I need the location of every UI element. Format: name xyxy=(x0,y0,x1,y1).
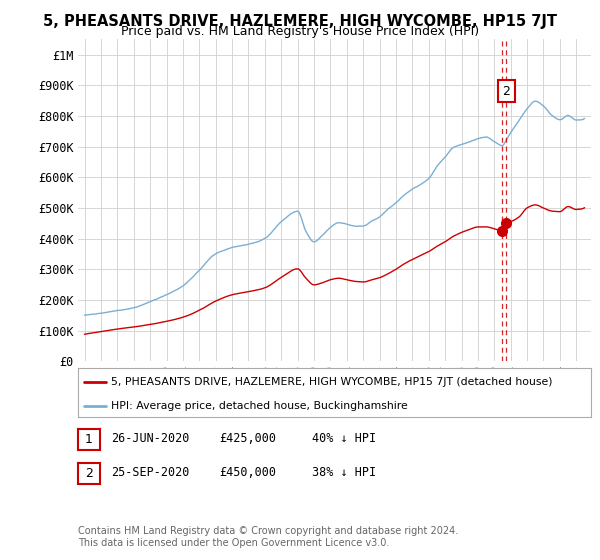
Text: 5, PHEASANTS DRIVE, HAZLEMERE, HIGH WYCOMBE, HP15 7JT: 5, PHEASANTS DRIVE, HAZLEMERE, HIGH WYCO… xyxy=(43,14,557,29)
Text: 5, PHEASANTS DRIVE, HAZLEMERE, HIGH WYCOMBE, HP15 7JT (detached house): 5, PHEASANTS DRIVE, HAZLEMERE, HIGH WYCO… xyxy=(112,377,553,387)
Text: 38% ↓ HPI: 38% ↓ HPI xyxy=(312,465,376,479)
Text: Price paid vs. HM Land Registry's House Price Index (HPI): Price paid vs. HM Land Registry's House … xyxy=(121,25,479,38)
Text: £425,000: £425,000 xyxy=(219,432,276,445)
Text: 2: 2 xyxy=(85,466,93,480)
Text: 40% ↓ HPI: 40% ↓ HPI xyxy=(312,432,376,445)
Text: Contains HM Land Registry data © Crown copyright and database right 2024.
This d: Contains HM Land Registry data © Crown c… xyxy=(78,526,458,548)
Text: 25-SEP-2020: 25-SEP-2020 xyxy=(111,465,190,479)
Text: HPI: Average price, detached house, Buckinghamshire: HPI: Average price, detached house, Buck… xyxy=(112,402,408,412)
Text: 1: 1 xyxy=(85,433,93,446)
Text: 2: 2 xyxy=(502,85,510,98)
Text: 26-JUN-2020: 26-JUN-2020 xyxy=(111,432,190,445)
Text: £450,000: £450,000 xyxy=(219,465,276,479)
